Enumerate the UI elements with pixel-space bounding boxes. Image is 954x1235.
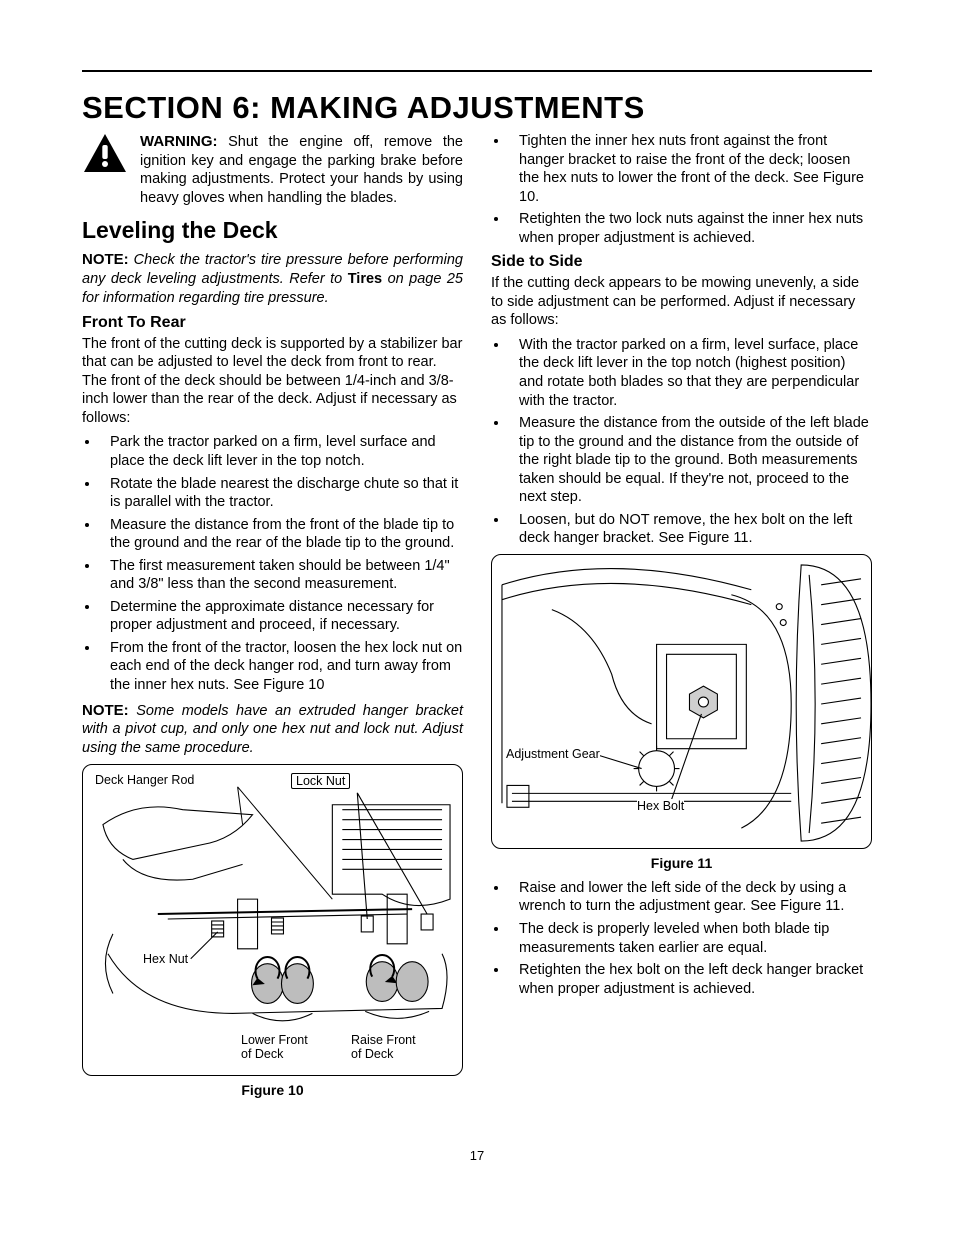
note-1: NOTE: Check the tractor's tire pressure … bbox=[82, 250, 463, 308]
fig10-label-hex-nut: Hex Nut bbox=[143, 952, 188, 966]
list-item: Retighten the hex bolt on the left deck … bbox=[509, 961, 872, 998]
list-item: The deck is properly leveled when both b… bbox=[509, 920, 872, 957]
right-column: Tighten the inner hex nuts front against… bbox=[491, 132, 872, 1098]
figure-11-caption: Figure 11 bbox=[491, 855, 872, 871]
side-intro: If the cutting deck appears to be mowing… bbox=[491, 274, 872, 330]
list-item: Raise and lower the left side of the dec… bbox=[509, 879, 872, 916]
heading-front-to-rear: Front To Rear bbox=[82, 314, 463, 332]
list-item: Retighten the two lock nuts against the … bbox=[509, 210, 872, 247]
front-bullets: Park the tractor parked on a firm, level… bbox=[100, 433, 463, 694]
list-item: Loosen, but do NOT remove, the hex bolt … bbox=[509, 511, 872, 548]
heading-side-to-side: Side to Side bbox=[491, 253, 872, 271]
right-top-bullets: Tighten the inner hex nuts front against… bbox=[509, 132, 872, 247]
figure-11: Adjustment Gear Hex Bolt bbox=[491, 554, 872, 849]
list-item: Determine the approximate distance neces… bbox=[100, 598, 463, 635]
fig10-label-lower: Lower Front of Deck bbox=[241, 1033, 308, 1062]
page: SECTION 6: MAKING ADJUSTMENTS WARNING: S… bbox=[0, 0, 954, 1203]
top-rule bbox=[82, 70, 872, 72]
side-bullets: With the tractor parked on a firm, level… bbox=[509, 336, 872, 548]
list-item: Measure the distance from the front of t… bbox=[100, 516, 463, 553]
page-number: 17 bbox=[82, 1148, 872, 1163]
warning-label: WARNING: bbox=[140, 133, 218, 150]
note-label: NOTE: bbox=[82, 251, 129, 268]
fig11-label-hex-bolt: Hex Bolt bbox=[637, 799, 684, 813]
list-item: With the tractor parked on a firm, level… bbox=[509, 336, 872, 410]
section-title: SECTION 6: MAKING ADJUSTMENTS bbox=[82, 90, 872, 126]
heading-leveling: Leveling the Deck bbox=[82, 217, 463, 244]
note-2: NOTE: Some models have an extruded hange… bbox=[82, 701, 463, 759]
list-item: Measure the distance from the outside of… bbox=[509, 414, 872, 507]
figure-10-caption: Figure 10 bbox=[82, 1082, 463, 1098]
fig10-label-raise: Raise Front of Deck bbox=[351, 1033, 416, 1062]
figure-10: Deck Hanger Rod Lock Nut Hex Nut Lower F… bbox=[82, 764, 463, 1076]
list-item: From the front of the tractor, loosen th… bbox=[100, 639, 463, 695]
front-intro: The front of the cutting deck is support… bbox=[82, 335, 463, 428]
list-item: Rotate the blade nearest the discharge c… bbox=[100, 475, 463, 512]
note-2-body: Some models have an extruded hanger brac… bbox=[82, 703, 463, 757]
note-label: NOTE: bbox=[82, 702, 129, 719]
note-1-body: Check the tractor's tire pressure before… bbox=[82, 252, 463, 306]
after-fig11-bullets: Raise and lower the left side of the dec… bbox=[509, 879, 872, 998]
warning-text: WARNING: Shut the engine off, remove the… bbox=[140, 132, 463, 207]
fig10-label-deck-hanger-rod: Deck Hanger Rod bbox=[95, 773, 194, 787]
warning-block: WARNING: Shut the engine off, remove the… bbox=[82, 132, 463, 207]
two-column-layout: WARNING: Shut the engine off, remove the… bbox=[82, 132, 872, 1098]
left-column: WARNING: Shut the engine off, remove the… bbox=[82, 132, 463, 1098]
warning-triangle-icon bbox=[82, 132, 128, 174]
fig10-label-lock-nut: Lock Nut bbox=[291, 773, 350, 789]
list-item: Tighten the inner hex nuts front against… bbox=[509, 132, 872, 206]
list-item: The first measurement taken should be be… bbox=[100, 557, 463, 594]
fig11-label-adjustment-gear: Adjustment Gear bbox=[506, 747, 600, 761]
list-item: Park the tractor parked on a firm, level… bbox=[100, 433, 463, 470]
